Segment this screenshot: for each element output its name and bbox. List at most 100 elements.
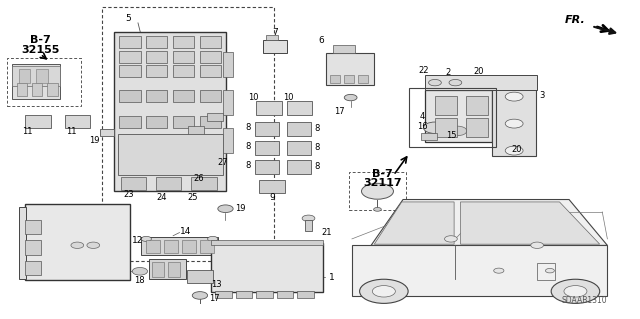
Bar <box>255 141 279 155</box>
Text: 21: 21 <box>321 228 332 237</box>
Text: FR.: FR. <box>565 15 586 25</box>
Text: 14: 14 <box>180 227 191 236</box>
Bar <box>120 90 141 102</box>
Bar <box>168 262 179 277</box>
Circle shape <box>192 292 207 299</box>
Circle shape <box>360 279 408 303</box>
Bar <box>120 36 141 48</box>
Bar <box>182 240 196 253</box>
Bar <box>276 291 293 298</box>
Text: 9: 9 <box>269 193 275 202</box>
Circle shape <box>448 126 467 136</box>
Bar <box>352 245 607 296</box>
Circle shape <box>87 242 100 249</box>
Polygon shape <box>461 202 600 244</box>
Bar <box>12 66 60 86</box>
Bar <box>102 7 274 261</box>
Text: 10: 10 <box>248 93 258 102</box>
Text: 7: 7 <box>273 28 278 37</box>
Circle shape <box>505 92 523 101</box>
Text: 5: 5 <box>125 14 131 23</box>
Text: 24: 24 <box>156 193 167 202</box>
Polygon shape <box>374 202 454 244</box>
Text: 17: 17 <box>209 294 220 303</box>
Bar <box>36 69 48 83</box>
Circle shape <box>302 215 315 221</box>
Text: 27: 27 <box>218 158 228 167</box>
Text: 26: 26 <box>193 174 204 183</box>
Circle shape <box>344 94 357 101</box>
Text: 19: 19 <box>235 204 245 213</box>
Bar <box>200 240 214 253</box>
Bar <box>149 259 186 278</box>
Bar <box>305 220 312 231</box>
Bar <box>25 241 41 255</box>
Bar <box>173 50 194 63</box>
Text: 32117: 32117 <box>364 178 402 188</box>
Bar <box>211 243 323 292</box>
Bar <box>211 240 323 245</box>
Bar <box>120 116 141 128</box>
Bar <box>259 180 285 193</box>
Text: B-7: B-7 <box>372 169 393 179</box>
Bar <box>492 85 536 156</box>
Bar <box>410 88 495 147</box>
Circle shape <box>141 236 152 241</box>
Bar <box>147 240 161 253</box>
Bar <box>435 118 458 137</box>
Circle shape <box>531 242 543 249</box>
Bar <box>47 83 58 96</box>
Circle shape <box>505 146 523 155</box>
Text: 25: 25 <box>187 193 198 202</box>
Bar <box>287 160 311 174</box>
Text: 11: 11 <box>66 127 76 136</box>
Circle shape <box>218 205 233 212</box>
Bar <box>120 50 141 63</box>
Bar <box>19 207 26 278</box>
Text: 8: 8 <box>246 142 251 151</box>
Bar <box>25 220 41 234</box>
Circle shape <box>545 269 554 273</box>
Circle shape <box>429 79 442 86</box>
Bar <box>147 116 168 128</box>
Bar <box>223 51 232 77</box>
Bar <box>200 116 221 128</box>
Bar <box>200 50 221 63</box>
Bar <box>200 36 221 48</box>
Text: 17: 17 <box>334 107 344 116</box>
Bar <box>330 75 340 83</box>
Bar <box>120 65 141 77</box>
Text: 8: 8 <box>246 161 251 170</box>
Bar <box>207 114 223 122</box>
Bar <box>200 90 221 102</box>
Bar <box>333 45 355 53</box>
Bar <box>173 90 194 102</box>
Bar <box>187 270 212 283</box>
Bar <box>256 101 282 115</box>
Bar <box>115 33 226 191</box>
Bar <box>255 160 279 174</box>
Circle shape <box>372 286 396 297</box>
Bar <box>25 204 131 280</box>
Text: 20: 20 <box>511 145 522 154</box>
Bar <box>215 291 232 298</box>
Bar <box>344 75 354 83</box>
Circle shape <box>449 79 462 86</box>
Text: 10: 10 <box>283 93 293 102</box>
Bar <box>297 291 314 298</box>
Bar <box>121 177 147 190</box>
Circle shape <box>445 236 458 242</box>
Text: 1: 1 <box>328 272 334 281</box>
Bar <box>147 65 168 77</box>
Bar <box>173 116 194 128</box>
Bar <box>287 122 311 136</box>
Text: 13: 13 <box>211 279 222 288</box>
Bar <box>188 126 204 134</box>
Polygon shape <box>371 199 607 245</box>
Text: 15: 15 <box>445 130 456 139</box>
Text: B-7: B-7 <box>30 35 51 45</box>
Bar <box>25 261 41 275</box>
Bar <box>349 172 406 210</box>
Circle shape <box>505 119 523 128</box>
Circle shape <box>374 207 381 211</box>
